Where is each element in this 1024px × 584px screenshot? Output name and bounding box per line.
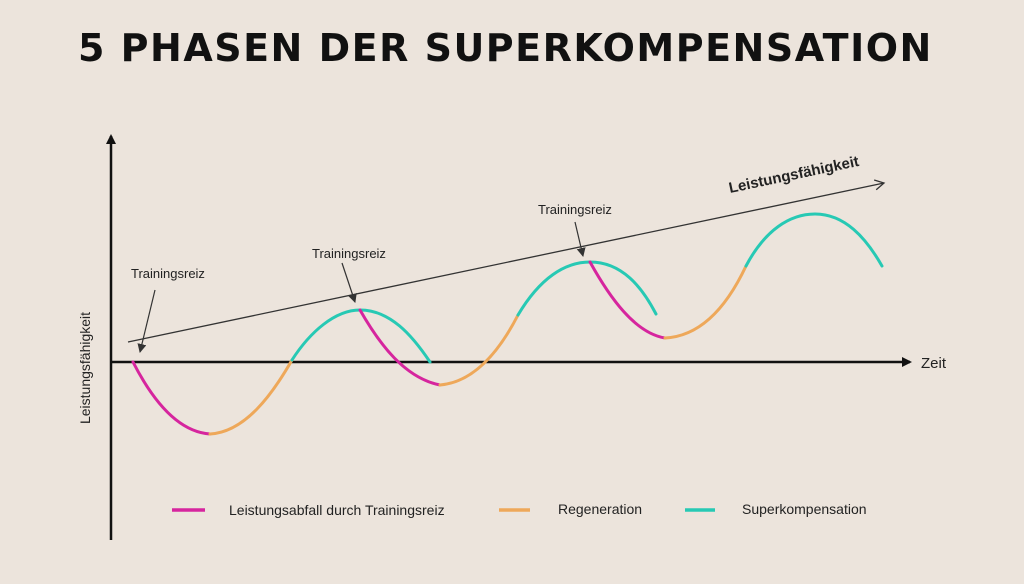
legend-label: Regeneration (558, 501, 642, 517)
wave-supercompensation-segment (744, 212, 884, 268)
wave-supercompensation-segment (516, 260, 658, 317)
legend: Leistungsabfall durch Trainingsreiz Rege… (172, 501, 867, 518)
trend-arrow (127, 179, 886, 343)
annotation-label: Trainingsreiz (538, 202, 612, 217)
wave-regeneration-segment (663, 264, 748, 340)
annotation-label: Trainingsreiz (312, 246, 386, 261)
x-axis-label: Zeit (921, 355, 947, 372)
wave-regeneration-segment (438, 313, 520, 387)
annotation-label: Trainingsreiz (131, 266, 205, 281)
legend-label: Leistungsabfall durch Trainingsreiz (229, 502, 445, 518)
y-axis-label: Leistungsfähigkeit (77, 312, 93, 424)
wave-drop-segment (358, 308, 442, 387)
annotation-arrow (137, 289, 156, 353)
annotation-arrow (341, 262, 357, 303)
annotation-arrow (574, 221, 586, 257)
wave-supercompensation-segment (290, 308, 432, 364)
wave-drop-segment (588, 260, 667, 340)
trend-label: Leistungsfähigkeit (727, 153, 860, 197)
legend-label: Superkompensation (742, 501, 867, 517)
wave-regeneration-segment (208, 358, 294, 436)
wave-drop-segment (131, 360, 212, 436)
wave-curve (131, 212, 884, 436)
page-title: 5 PHASEN DER SUPERKOMPENSATION (78, 26, 933, 70)
